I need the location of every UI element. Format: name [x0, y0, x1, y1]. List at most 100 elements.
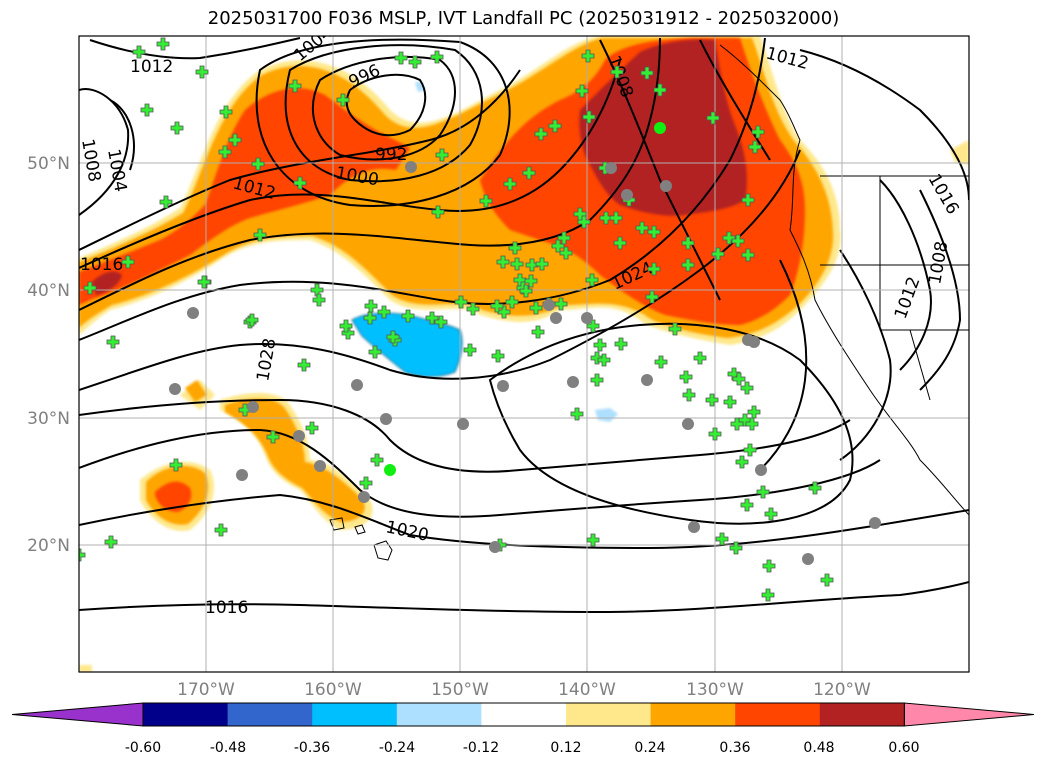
station-plus-marker	[522, 166, 536, 180]
station-plus-marker	[425, 311, 439, 325]
station-plus-marker	[104, 535, 118, 549]
station-plus-marker	[508, 241, 522, 255]
station-plus-marker	[170, 121, 184, 135]
lon-tick-label: 160°W	[304, 680, 362, 700]
colorbar-segment	[735, 703, 821, 726]
colorbar-tick-labels: -0.60 -0.48 -0.36 -0.24 -0.12 0.12 0.24 …	[125, 740, 920, 756]
colorbar-tick: 0.48	[803, 740, 834, 756]
station-plus-marker	[368, 345, 382, 359]
colorbar-tick: 0.60	[888, 740, 919, 756]
station-plus-marker	[586, 533, 600, 547]
station-plus-marker	[431, 205, 445, 219]
colorbar-tick: -0.60	[125, 740, 161, 756]
station-plus-marker	[764, 507, 778, 521]
station-plus-marker	[723, 395, 737, 409]
isobar-label: 1012	[130, 57, 173, 77]
station-plus-marker	[359, 476, 373, 490]
station-plus-marker	[83, 281, 97, 295]
colorbar-segment	[566, 703, 652, 726]
colorbar-tick: 0.36	[719, 740, 750, 756]
station-circle-marker	[247, 401, 259, 413]
station-plus-marker	[401, 309, 415, 323]
station-plus-marker	[159, 195, 173, 209]
station-plus-marker	[336, 93, 350, 107]
station-plus-marker	[751, 125, 765, 139]
colorbar-tick: -0.12	[463, 740, 499, 756]
station-plus-marker	[693, 351, 707, 365]
station-circle-marker	[550, 312, 562, 324]
station-plus-marker	[386, 330, 400, 344]
station-markers	[79, 37, 881, 602]
colorbar-segment	[143, 703, 229, 726]
station-plus-marker	[741, 248, 755, 262]
station-circle-marker	[293, 430, 305, 442]
station-plus-marker	[394, 51, 408, 65]
station-plus-marker	[266, 430, 280, 444]
station-circle-marker	[581, 312, 593, 324]
station-plus-marker	[668, 322, 682, 336]
station-plus-marker	[305, 421, 319, 435]
colorbar-extend-max	[903, 702, 1035, 727]
isobar-label: 1016	[205, 598, 248, 618]
station-plus-marker	[218, 145, 232, 159]
station-plus-marker	[756, 485, 770, 499]
station-circle-marker	[489, 541, 501, 553]
station-plus-marker	[363, 311, 377, 325]
station-plus-marker	[729, 541, 743, 555]
station-plus-marker	[312, 293, 326, 307]
station-plus-marker	[454, 295, 468, 309]
station-plus-marker	[582, 110, 596, 124]
station-plus-marker	[490, 299, 504, 313]
station-circle-marker	[169, 383, 181, 395]
station-plus-marker	[732, 372, 746, 386]
station-plus-marker	[740, 498, 754, 512]
station-plus-marker	[748, 140, 762, 154]
station-plus-marker	[195, 65, 209, 79]
station-plus-marker	[156, 37, 170, 51]
station-plus-marker	[293, 176, 307, 190]
station-plus-marker	[609, 211, 623, 225]
station-plus-marker	[808, 481, 822, 495]
station-plus-marker	[731, 234, 745, 248]
station-plus-marker	[463, 343, 477, 357]
coastline	[329, 44, 969, 561]
station-plus-marker	[682, 388, 696, 402]
station-plus-marker	[708, 427, 722, 441]
station-plus-marker	[613, 236, 627, 250]
station-circle-marker	[380, 413, 392, 425]
station-plus-marker	[654, 355, 668, 369]
colorbar-tick: -0.36	[294, 740, 330, 756]
station-circle-marker	[236, 469, 248, 481]
station-circle-marker	[605, 162, 617, 174]
station-circle-marker	[682, 418, 694, 430]
colorbar-segment	[312, 703, 398, 726]
colorbar-tick: -0.48	[210, 740, 246, 756]
station-plus-marker	[466, 302, 480, 316]
station-plus-marker	[635, 221, 649, 235]
station-plus-marker	[140, 103, 154, 117]
station-circle-marker	[802, 553, 814, 565]
station-plus-marker	[106, 335, 120, 349]
colorbar-extend-min	[11, 702, 144, 727]
station-plus-marker	[820, 573, 834, 587]
lon-tick-label: 140°W	[558, 680, 616, 700]
lat-tick-label: 50°N	[27, 154, 70, 174]
colorbar-segment	[481, 703, 567, 726]
station-plus-marker	[132, 45, 146, 59]
station-plus-marker	[585, 273, 599, 287]
station-circle-marker	[869, 517, 881, 529]
colorbar-tick: -0.24	[379, 740, 415, 756]
station-plus-marker	[430, 50, 444, 64]
station-plus-marker	[525, 258, 539, 272]
station-plus-marker	[531, 325, 545, 339]
station-plus-marker	[705, 393, 719, 407]
station-plus-marker	[741, 193, 755, 207]
station-plus-marker	[557, 231, 571, 245]
station-plus-marker	[496, 255, 510, 269]
lon-tick-label: 120°W	[813, 680, 871, 700]
station-plus-marker	[214, 523, 228, 537]
colorbar-segment	[819, 703, 905, 726]
station-plus-marker	[647, 262, 661, 276]
colorbar-segment	[396, 703, 482, 726]
